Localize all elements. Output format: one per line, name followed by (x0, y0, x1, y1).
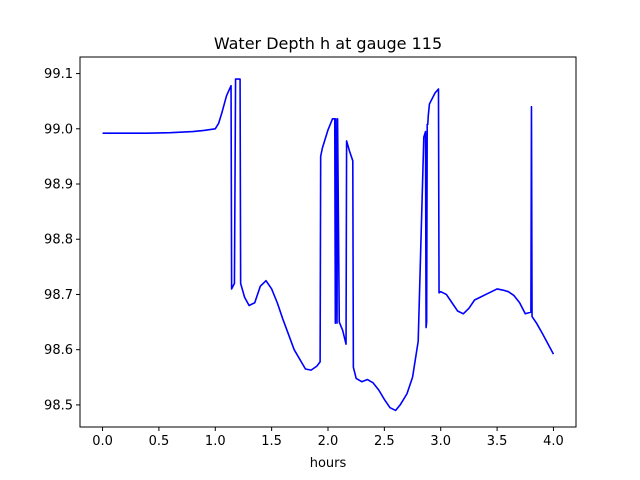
plot-area (102, 78, 555, 412)
y-tick-label: 99.0 (44, 122, 73, 137)
y-tick-label: 99.1 (44, 67, 73, 82)
x-tick-label: 2.5 (374, 434, 395, 449)
axes-frame (79, 56, 577, 428)
y-tick-label: 98.7 (44, 288, 73, 303)
x-tick-label: 3.0 (430, 434, 451, 449)
y-tick-label: 98.9 (44, 178, 73, 193)
x-tick-label: 3.5 (487, 434, 508, 449)
x-axis-label: hours (310, 456, 347, 471)
x-tick-label: 0.5 (149, 434, 170, 449)
y-tick-label: 98.8 (44, 233, 73, 248)
x-tick-label: 1.0 (205, 434, 226, 449)
y-axis-ticks: 98.5 98.6 98.7 98.8 98.9 99.0 99.1 (44, 67, 80, 413)
x-tick-label: 1.5 (261, 434, 282, 449)
y-tick-label: 98.6 (44, 343, 73, 358)
x-tick-label: 0.0 (92, 434, 113, 449)
series-line-0 (102, 78, 555, 412)
chart-title: Water Depth h at gauge 115 (214, 34, 442, 53)
x-tick-label: 4.0 (543, 434, 564, 449)
x-tick-label: 2.0 (318, 434, 339, 449)
y-tick-label: 98.5 (44, 398, 73, 413)
x-axis-ticks: 0.0 0.5 1.0 1.5 2.0 2.5 3.0 3.5 4.0 (92, 427, 564, 449)
